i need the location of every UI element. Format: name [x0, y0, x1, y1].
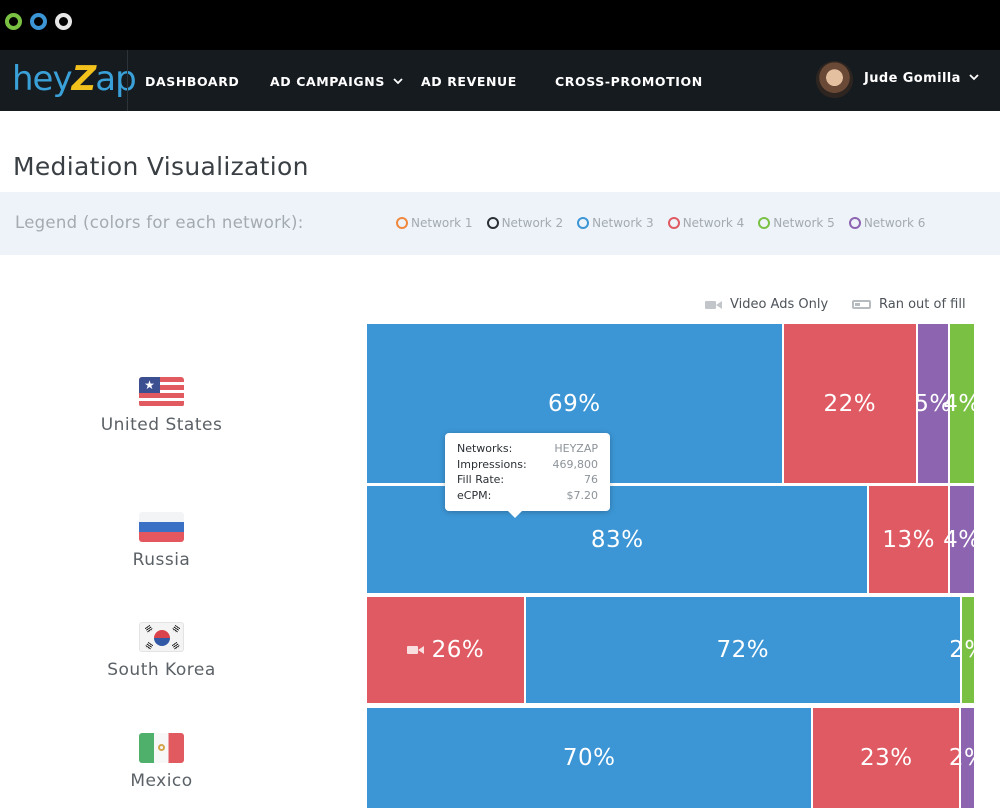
window-titlebar	[0, 0, 1000, 50]
tooltip-row-networks: Networks: HEYZAP	[457, 442, 598, 455]
country-label-russia: Russia	[80, 512, 243, 570]
video-camera-icon	[406, 645, 424, 655]
ring-icon	[758, 217, 771, 229]
nav-cross-promotion[interactable]: CROSS-PROMOTION	[555, 74, 703, 89]
ring-icon	[667, 217, 680, 229]
bar-row-united-states: 69% 22% 5% 4%	[367, 324, 980, 483]
bar-segment-network-3[interactable]: 72%	[525, 597, 960, 703]
russia-flag-icon	[139, 512, 184, 542]
bar-segment-label: 4%	[943, 390, 981, 417]
us-flag-icon: ★	[139, 377, 184, 407]
south-korea-flag-icon	[139, 622, 184, 652]
bar-segment-label: 23%	[859, 745, 913, 771]
bar-segment-network-4[interactable]: 22%	[783, 324, 916, 483]
window-dot-blue-icon[interactable]	[30, 13, 47, 30]
bar-segment-network-4[interactable]: 26%	[367, 597, 524, 703]
video-camera-icon	[705, 300, 722, 310]
country-label-south-korea: South Korea	[80, 622, 243, 680]
legend-item-network-2[interactable]: Network 2	[486, 216, 563, 230]
legend-item-network-5[interactable]: Network 5	[758, 216, 835, 230]
heyzap-logo[interactable]: heyZap	[12, 59, 137, 99]
user-avatar[interactable]	[816, 61, 853, 98]
legend-label: Legend (colors for each network):	[15, 213, 304, 232]
ring-icon	[486, 217, 499, 229]
legend-item-network-1[interactable]: Network 1	[396, 216, 473, 230]
nav-dashboard[interactable]: DASHBOARD	[145, 74, 240, 89]
tooltip-row-impressions: Impressions: 469,800	[457, 457, 598, 471]
bar-segment-network-5[interactable]: 4%	[943, 324, 980, 483]
legend-item-network-6[interactable]: Network 6	[848, 216, 925, 230]
key-ran-out-of-fill: Ran out of fill	[852, 297, 966, 312]
chevron-down-icon	[969, 74, 979, 81]
legend-bar: Legend (colors for each network): Networ…	[0, 192, 1000, 255]
bar-segment-label: 2%	[949, 637, 987, 663]
bar-segment-label: 26%	[431, 637, 485, 663]
ring-icon	[396, 217, 408, 229]
bar-segment-label: 4%	[943, 526, 981, 553]
window-dot-green-icon[interactable]	[5, 13, 22, 30]
top-navbar: heyZap DASHBOARD AD CAMPAIGNS AD REVENUE…	[0, 50, 1000, 111]
window-dot-white-icon[interactable]	[55, 13, 72, 30]
bar-segment-label: 13%	[882, 526, 935, 553]
bar-segment-label: 72%	[716, 637, 770, 663]
segment-tooltip: Networks: HEYZAP Impressions: 469,800 Fill…	[445, 433, 610, 518]
bar-segment-network-6[interactable]: 5%	[914, 324, 951, 483]
chevron-down-icon	[393, 78, 403, 85]
bar-segment-label: 83%	[590, 526, 644, 553]
bar-segment-label: 2%	[948, 745, 987, 771]
bar-segment-network-4[interactable]: 23%	[813, 708, 960, 808]
bar-segment-network-4[interactable]: 13%	[869, 486, 948, 593]
country-label-united-states: ★ United States	[100, 377, 223, 435]
tooltip-row-ecpm: eCPM: $7.20	[457, 488, 598, 502]
legend-item-network-3[interactable]: Network 3	[577, 216, 654, 230]
user-menu[interactable]: Jude Gomilla	[864, 71, 979, 86]
bar-segment-network-3[interactable]: 70%	[367, 708, 812, 808]
page-title: Mediation Visualization	[13, 152, 309, 181]
battery-low-icon	[852, 300, 871, 309]
nav-divider	[127, 50, 128, 111]
country-label-mexico: Mexico	[80, 733, 243, 791]
ring-icon	[577, 217, 590, 229]
ring-icon	[848, 217, 861, 229]
nav-ad-campaigns[interactable]: AD CAMPAIGNS	[270, 74, 403, 89]
bar-row-south-korea: 26% 72% 2%	[367, 597, 986, 703]
legend-item-network-4[interactable]: Network 4	[667, 216, 744, 230]
bar-row-mexico: 70% 23% 2%	[367, 708, 986, 808]
mexico-flag-icon	[139, 733, 184, 763]
nav-ad-revenue[interactable]: AD REVENUE	[421, 74, 517, 89]
key-video-ads-only: Video Ads Only	[705, 297, 828, 312]
bar-segment-network-6[interactable]: 4%	[943, 486, 980, 593]
bar-segment-label: 70%	[562, 745, 616, 771]
tooltip-row-fill-rate: Fill Rate: 76	[457, 473, 598, 486]
bar-segment-label: 69%	[548, 390, 601, 417]
legend-list: Network 1 Network 2 Network 3 Network 4 …	[396, 216, 925, 230]
bar-segment-network-3[interactable]: 83%	[367, 486, 868, 593]
bar-segment-label: 22%	[823, 390, 877, 417]
bar-segment-label: 5%	[914, 390, 952, 417]
bar-segment-network-5[interactable]: 2%	[949, 597, 986, 703]
bar-segment-network-6[interactable]: 2%	[949, 708, 986, 808]
